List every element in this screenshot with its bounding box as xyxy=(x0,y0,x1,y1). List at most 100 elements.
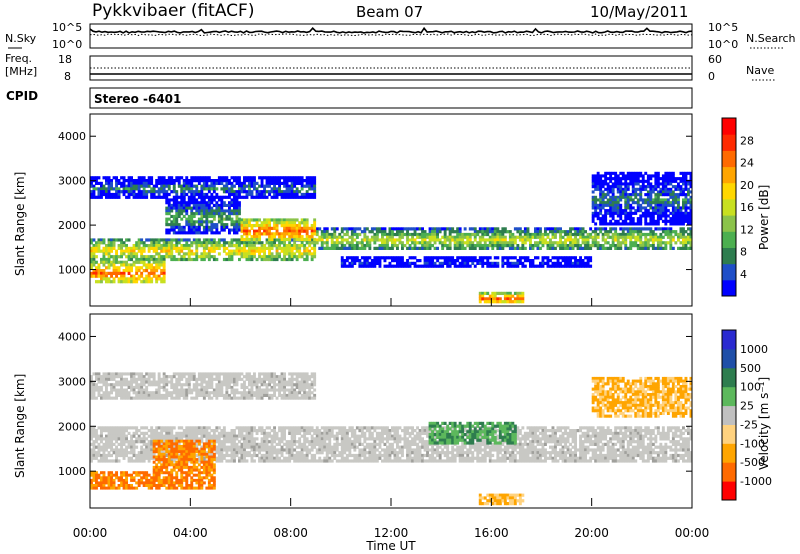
heatmap-cell xyxy=(105,453,108,458)
heatmap-cell xyxy=(130,187,133,191)
heatmap-cell xyxy=(280,459,284,463)
heatmap-cell xyxy=(649,214,653,218)
heatmap-cell xyxy=(401,230,404,234)
heatmap-cell xyxy=(288,218,292,222)
heatmap-cell xyxy=(157,266,161,270)
heatmap-cell xyxy=(679,206,683,210)
heatmap-cell xyxy=(310,434,314,438)
heatmap-cell xyxy=(305,192,309,197)
heatmap-cell xyxy=(175,225,179,229)
heatmap-cell xyxy=(651,217,655,221)
heatmap-cell xyxy=(152,437,156,441)
heatmap-cell xyxy=(260,431,264,435)
heatmap-cell xyxy=(601,203,605,207)
heatmap-cell xyxy=(165,244,169,248)
heatmap-cell xyxy=(202,228,206,232)
heatmap-cell xyxy=(488,297,492,301)
heatmap-cell xyxy=(137,429,141,433)
heatmap-cell xyxy=(654,177,658,181)
heatmap-cell xyxy=(245,232,249,236)
heatmap-cell xyxy=(616,182,620,186)
heatmap-cell xyxy=(473,235,477,239)
heatmap-cell xyxy=(125,184,128,188)
heatmap-cell xyxy=(448,241,452,245)
heatmap-cell xyxy=(202,181,206,185)
heatmap-cell xyxy=(205,440,209,444)
heatmap-cell xyxy=(584,244,587,248)
heatmap-cell xyxy=(478,241,482,245)
heatmap-cell xyxy=(187,206,191,210)
heatmap-cell xyxy=(95,176,98,180)
heatmap-cell xyxy=(388,459,392,463)
heatmap-cell xyxy=(235,241,239,245)
heatmap-cell xyxy=(285,426,289,430)
heatmap-cell xyxy=(303,252,307,256)
heatmap-cell xyxy=(529,238,532,242)
heatmap-cell xyxy=(145,274,149,278)
heatmap-cell xyxy=(285,244,289,248)
heatmap-cell xyxy=(626,235,630,239)
heatmap-cell xyxy=(516,264,520,268)
heatmap-cell xyxy=(200,241,204,245)
heatmap-cell xyxy=(536,264,540,268)
heatmap-cell xyxy=(222,217,226,221)
heatmap-cell xyxy=(195,249,199,253)
heatmap-cell xyxy=(521,261,525,265)
heatmap-cell xyxy=(458,230,462,234)
heatmap-cell xyxy=(616,201,620,205)
heatmap-cell xyxy=(235,442,239,446)
heatmap-cell xyxy=(601,244,605,248)
heatmap-cell xyxy=(353,256,357,260)
heatmap-cell xyxy=(162,429,166,433)
heatmap-cell xyxy=(155,184,159,188)
heatmap-cell xyxy=(190,201,194,205)
heatmap-cell xyxy=(345,456,349,460)
heatmap-cell xyxy=(591,238,595,242)
heatmap-cell xyxy=(566,261,570,265)
heatmap-cell xyxy=(345,434,349,438)
heatmap-cell xyxy=(634,171,638,175)
heatmap-cell xyxy=(170,241,174,245)
heatmap-cell xyxy=(651,244,655,248)
heatmap-cell xyxy=(328,431,332,435)
heatmap-cell xyxy=(238,252,241,256)
heatmap-cell xyxy=(313,241,317,245)
heatmap-cell xyxy=(639,190,643,194)
heatmap-cell xyxy=(375,456,379,460)
heatmap-cell xyxy=(486,291,490,295)
heatmap-cell xyxy=(300,434,304,438)
heatmap-cell xyxy=(258,237,261,242)
heatmap-cell xyxy=(222,241,226,245)
heatmap-cell xyxy=(551,246,555,250)
heatmap-cell xyxy=(669,219,673,223)
heatmap-cell xyxy=(599,198,603,202)
heatmap-cell xyxy=(599,182,603,186)
heatmap-cell xyxy=(631,222,635,226)
heatmap-cell xyxy=(340,434,344,438)
heatmap-cell xyxy=(687,241,690,245)
heatmap-cell xyxy=(120,244,123,248)
heatmap-cell xyxy=(674,198,678,202)
heatmap-cell xyxy=(423,238,427,242)
heatmap-cell xyxy=(355,440,359,444)
heatmap-cell xyxy=(313,181,317,185)
heatmap-cell xyxy=(649,232,653,237)
heatmap-cell xyxy=(443,230,447,234)
heatmap-cell xyxy=(180,238,184,242)
heatmap-cell xyxy=(200,440,204,444)
heatmap-cell xyxy=(426,264,429,268)
heatmap-cell xyxy=(222,244,226,248)
heatmap-cell xyxy=(135,437,139,441)
heatmap-cell xyxy=(285,456,289,460)
heatmap-cell xyxy=(295,224,299,228)
heatmap-cell xyxy=(190,426,194,430)
heatmap-cell xyxy=(220,217,224,221)
heatmap-cell xyxy=(614,206,618,210)
heatmap-cell xyxy=(202,195,206,199)
heatmap-cell xyxy=(202,184,206,188)
heatmap-cell xyxy=(476,259,480,263)
heatmap-cell xyxy=(283,442,286,446)
heatmap-cell xyxy=(300,229,304,233)
heatmap-cell xyxy=(290,181,294,185)
heatmap-cell xyxy=(122,269,126,273)
